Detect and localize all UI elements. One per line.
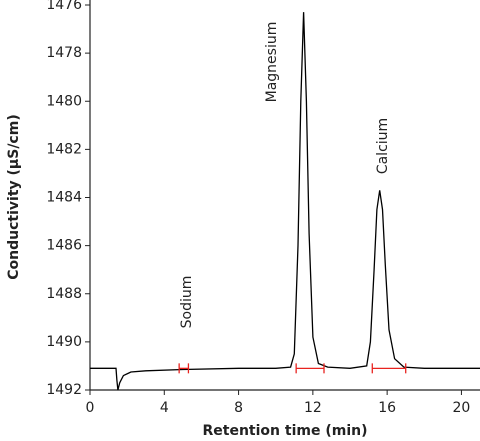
y-tick-label: 1492	[46, 382, 82, 398]
peak-label: Magnesium	[264, 22, 280, 103]
x-tick-label: 12	[304, 400, 322, 416]
y-tick-label: 1486	[46, 238, 82, 254]
x-tick-label: 16	[378, 400, 396, 416]
y-tick-label: 1478	[46, 45, 82, 61]
y-axis-title: Conductivity (µS/cm)	[6, 114, 22, 279]
trace	[90, 12, 480, 391]
x-axis-title: Retention time (min)	[203, 423, 368, 439]
peak-label: Sodium	[179, 276, 195, 329]
y-tick-label: 1482	[46, 141, 82, 157]
y-tick-label: 1488	[46, 286, 82, 302]
x-tick-label: 8	[234, 400, 243, 416]
y-tick-label: 1476	[46, 0, 82, 13]
x-tick-label: 0	[86, 400, 95, 416]
peak-label: Calcium	[375, 118, 391, 174]
peak-range	[371, 363, 407, 374]
x-tick-label: 4	[160, 400, 169, 416]
peak-range	[178, 363, 190, 374]
y-tick-label: 1480	[46, 93, 82, 109]
peak-range	[295, 363, 325, 374]
y-tick-label: 1490	[46, 334, 82, 350]
x-tick-label: 20	[453, 400, 471, 416]
y-tick-label: 1484	[46, 190, 82, 206]
